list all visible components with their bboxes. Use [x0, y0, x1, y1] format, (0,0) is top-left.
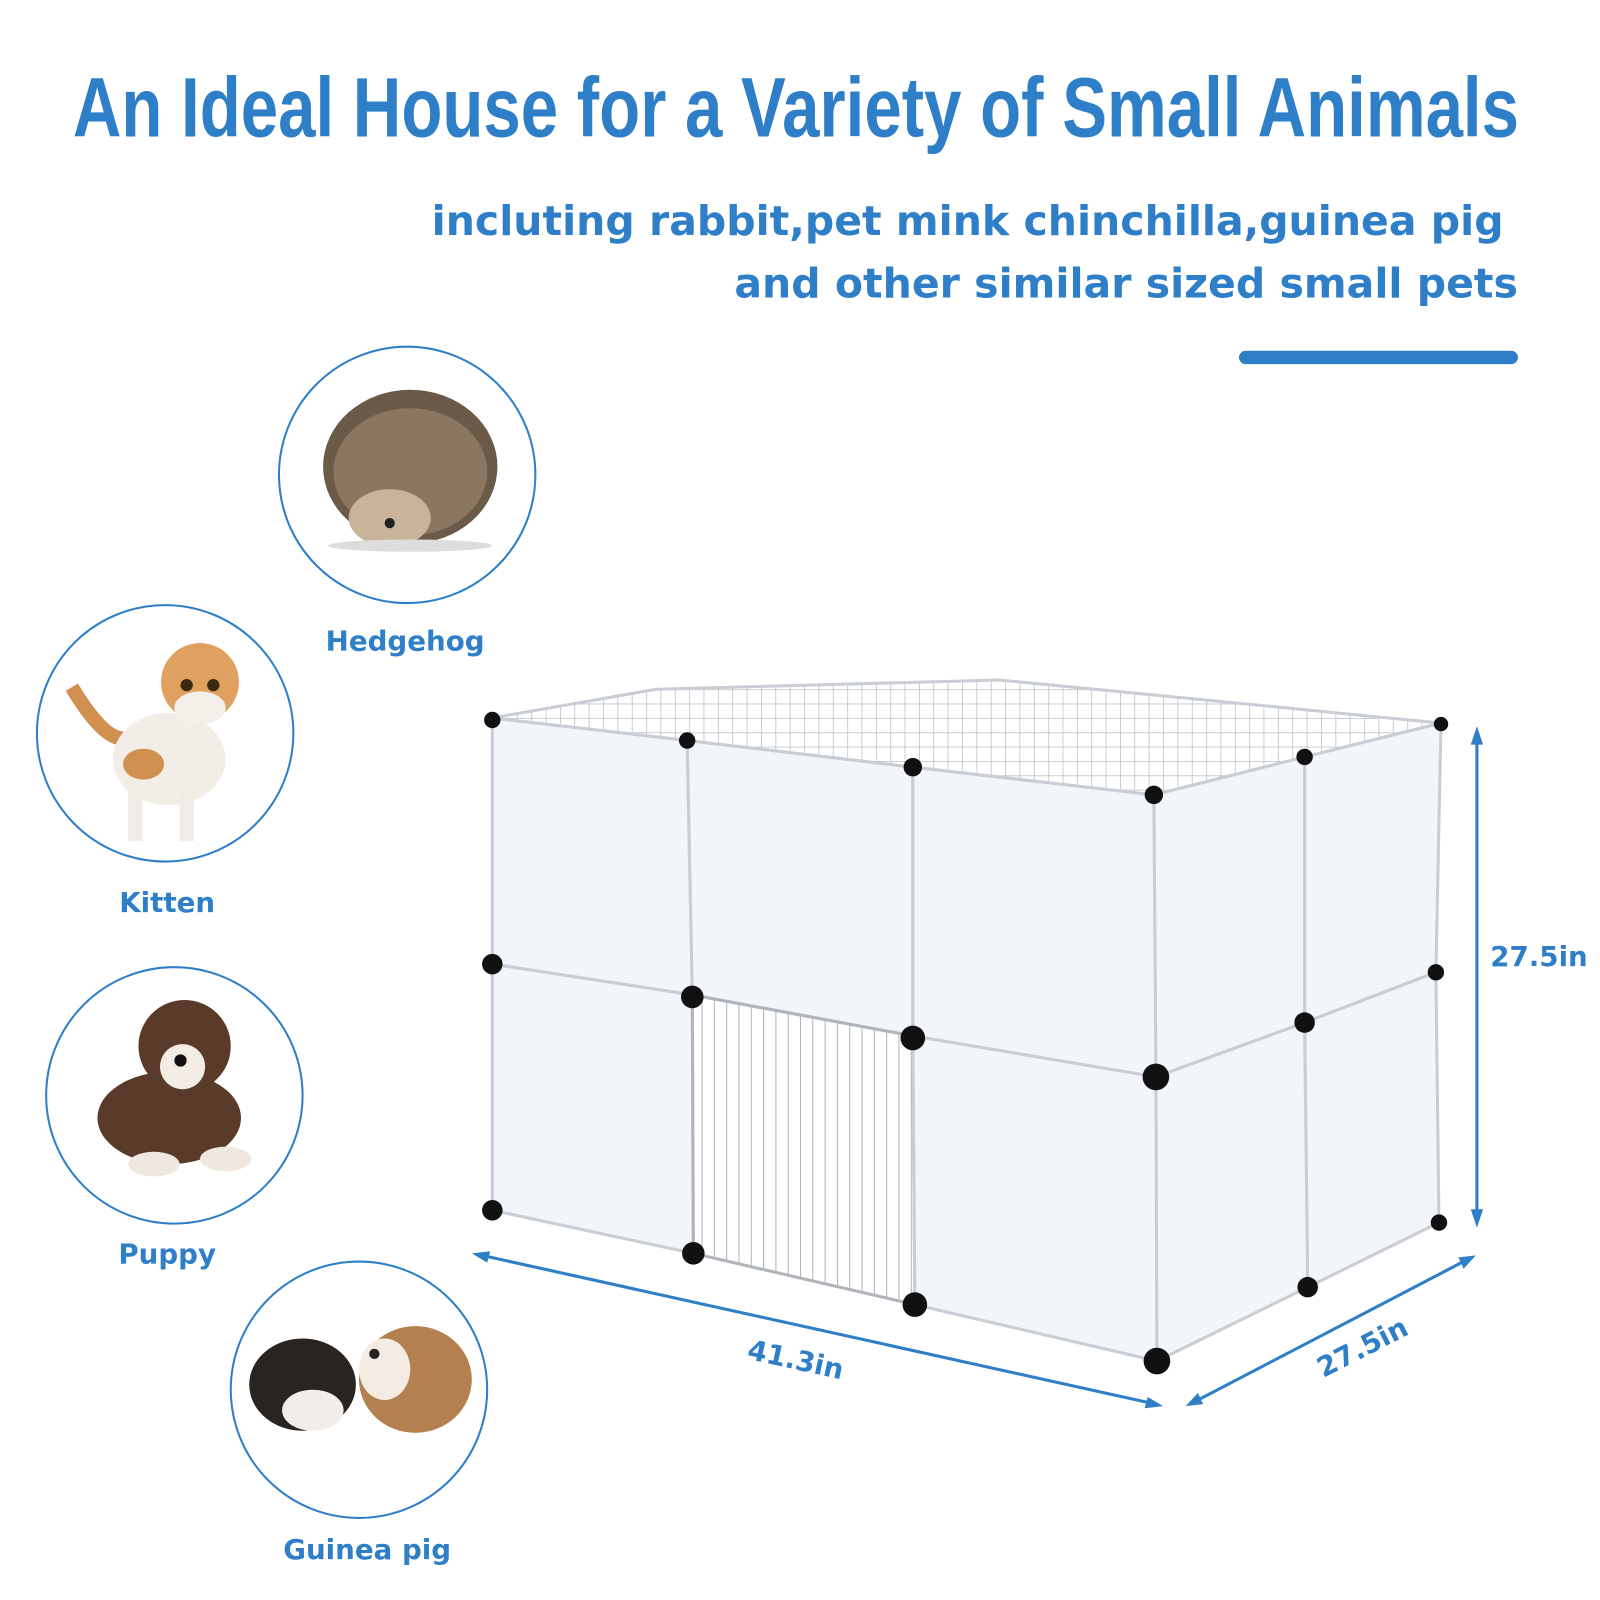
connector [1142, 1063, 1170, 1091]
cage-door [690, 993, 917, 1307]
depth-label: 27.5in [1311, 1311, 1413, 1385]
connector [903, 757, 923, 777]
puppy-photo [97, 1000, 252, 1177]
animal-kitten: Kitten [35, 604, 295, 919]
height-label: 27.5in [1490, 940, 1588, 973]
width-label: 41.3in [745, 1333, 847, 1386]
page-title: An Ideal House for a Variety of Small An… [73, 60, 1519, 154]
animal-label: Kitten [119, 886, 215, 919]
cage-illustration [482, 678, 1449, 1375]
hedgehog-photo [323, 389, 498, 552]
connector [1297, 1276, 1318, 1298]
connector [1143, 1347, 1171, 1375]
guinea-pig-photo [249, 1326, 472, 1433]
animal-label: Guinea pig [283, 1533, 451, 1566]
connector [482, 953, 503, 975]
connector [482, 1200, 503, 1221]
connector [900, 1025, 926, 1051]
connector [1430, 1214, 1448, 1231]
connector [681, 985, 704, 1009]
animal-hedgehog: Hedgehog [277, 345, 537, 657]
connector [1144, 785, 1164, 805]
accent-bar [1238, 350, 1518, 365]
subtitle-line-2: and other similar sized small pets [734, 259, 1518, 307]
connector [484, 711, 501, 729]
connector [678, 732, 696, 749]
height-dimension: 27.5in [1470, 726, 1588, 1228]
animal-puppy: Puppy [45, 966, 304, 1271]
connector [682, 1242, 705, 1265]
subtitle-line-1: incluting rabbit,pet mink chinchilla,gui… [432, 197, 1504, 245]
connector [1427, 964, 1445, 981]
connector [1294, 1012, 1315, 1033]
connector [902, 1292, 928, 1317]
kitten-photo [65, 643, 239, 842]
animal-label: Hedgehog [326, 624, 485, 657]
animal-guinea-pig: Guinea pig [229, 1260, 489, 1566]
connector [1433, 716, 1449, 732]
connector [1296, 748, 1313, 766]
animal-label: Puppy [118, 1238, 216, 1271]
